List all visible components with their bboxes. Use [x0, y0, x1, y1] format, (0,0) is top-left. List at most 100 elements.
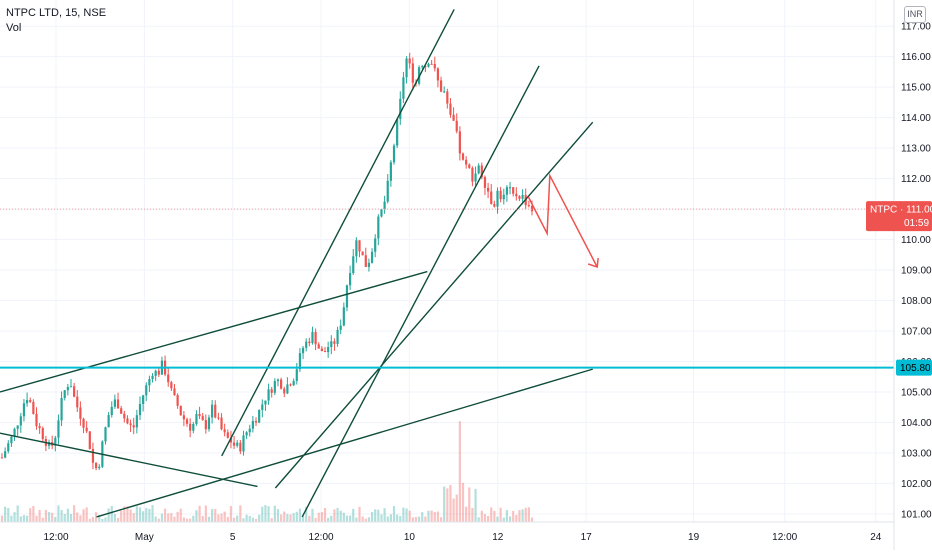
candle-body: [471, 167, 474, 182]
candle-body: [94, 462, 98, 469]
support-level-tag-bg: [896, 359, 932, 376]
volume-bar: [123, 506, 126, 522]
candle-body: [261, 404, 264, 411]
volume-bar: [7, 508, 10, 522]
candle-body: [430, 63, 433, 65]
candle-body: [483, 177, 487, 188]
countdown-text: 01:59: [904, 218, 929, 229]
volume-bar: [320, 512, 323, 522]
volume-bar: [163, 508, 167, 522]
candle-body: [198, 414, 201, 417]
volume-bar: [402, 507, 405, 522]
volume-bar: [63, 513, 66, 522]
volume-bar: [60, 510, 63, 522]
volume-bar: [69, 513, 73, 522]
volume-bar: [349, 515, 352, 522]
candle-body: [173, 388, 176, 396]
volume-bar: [474, 488, 477, 522]
volume-bar: [142, 511, 145, 522]
volume-bar: [232, 517, 236, 522]
volume-bar: [57, 505, 60, 522]
volume-bar: [4, 506, 7, 522]
candle-body: [157, 370, 160, 375]
volume-bar: [76, 512, 79, 522]
volume-bar: [204, 505, 207, 522]
candle-body: [107, 415, 110, 428]
candle-body: [458, 131, 461, 154]
candle-body: [242, 435, 245, 452]
candle-body: [195, 414, 198, 424]
volume-bar: [433, 511, 436, 522]
volume-bar: [223, 511, 226, 522]
candle-body: [60, 398, 63, 421]
volume-bar: [411, 517, 414, 522]
candle-body: [229, 437, 233, 443]
candle-body: [364, 255, 367, 267]
candle-body: [389, 162, 392, 181]
volume-bar: [314, 518, 317, 522]
candle-body: [132, 425, 135, 428]
volume-bar: [35, 515, 38, 522]
candle-body: [512, 187, 515, 194]
volume-bar: [94, 512, 98, 522]
price-tick-label: 116.00: [901, 52, 931, 63]
candle-body: [465, 159, 468, 165]
candle-body: [320, 348, 323, 352]
candle-body: [305, 341, 308, 348]
candle-body: [63, 390, 66, 399]
candle-body: [201, 416, 204, 421]
candle-body: [342, 307, 345, 326]
last-price-tag-bg: [866, 201, 932, 232]
volume-bar: [110, 505, 113, 522]
volume-bar: [116, 518, 120, 522]
volume-bar: [73, 505, 76, 522]
candle-body: [38, 426, 41, 429]
symbol-title: NTPC LTD, 15, NSE: [6, 7, 107, 19]
volume-bar: [295, 511, 298, 522]
volume-bar: [173, 516, 176, 522]
volume-bar: [104, 517, 107, 522]
volume-bar: [145, 508, 148, 522]
candle-body: [289, 384, 292, 386]
trendline: [221, 9, 455, 457]
candle-body: [301, 347, 305, 354]
volume-bar: [160, 513, 164, 522]
candle-body: [66, 386, 69, 391]
price-tick-label: 104.00: [901, 418, 932, 429]
volume-bar: [392, 506, 396, 522]
candle-body: [220, 417, 223, 430]
candle-body: [185, 419, 189, 424]
candle-body: [361, 251, 364, 256]
candle-body: [399, 98, 402, 120]
volume-bar: [170, 513, 173, 522]
volume-bar: [217, 514, 220, 522]
time-tick-label: 19: [688, 532, 700, 543]
volume-bar: [383, 508, 386, 522]
candle-body: [292, 380, 295, 386]
candle-body: [189, 423, 192, 431]
volume-bar: [305, 506, 308, 522]
candle-body: [402, 77, 405, 99]
time-tick-label: May: [135, 532, 154, 543]
candle-body: [85, 427, 88, 432]
volume-bar: [524, 507, 527, 522]
candle-body: [98, 466, 101, 469]
volume-bar: [465, 506, 468, 522]
volume-bar: [29, 508, 32, 522]
volume-bar: [361, 516, 364, 522]
price-tick-label: 107.00: [901, 327, 932, 338]
trendline: [0, 270, 428, 393]
time-tick-label: 5: [230, 532, 236, 543]
candle-body: [0, 457, 4, 459]
volume-bar: [374, 509, 377, 522]
volume-bar: [323, 507, 327, 522]
candle-body: [477, 165, 480, 174]
volume-bar: [333, 509, 336, 522]
candle-body: [207, 417, 211, 430]
candle-body: [421, 66, 424, 68]
volume-bar: [41, 517, 44, 522]
volume-bar: [330, 515, 333, 522]
currency-button[interactable]: INR: [904, 6, 926, 23]
